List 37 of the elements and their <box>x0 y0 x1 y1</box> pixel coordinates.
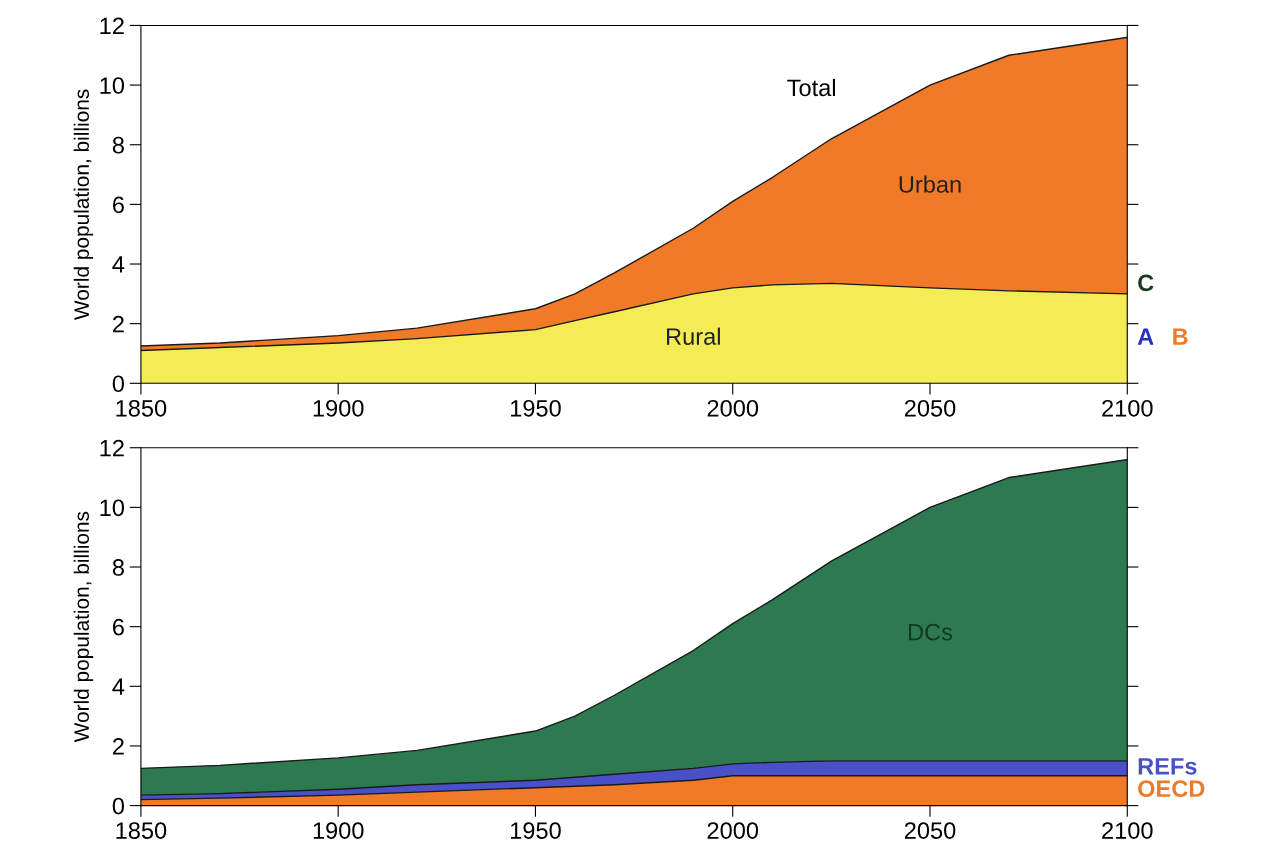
x-tick-label: 1900 <box>313 822 364 839</box>
x-tick-label: 2050 <box>904 822 956 839</box>
y-tick-label: 4 <box>112 256 125 273</box>
x-tick-label: 2100 <box>1102 822 1153 839</box>
text: B <box>1173 328 1188 345</box>
y-tick-label: 6 <box>113 196 124 214</box>
x-tick-label: 1900 <box>313 399 364 417</box>
y-tick-label: 8 <box>112 136 124 154</box>
y-tick-label: 2 <box>113 738 124 755</box>
y-tick-label: 12 <box>100 17 124 34</box>
text: C <box>1138 274 1154 292</box>
y-tick-label: 8 <box>112 559 124 576</box>
x-tick-label: 2100 <box>1102 399 1153 417</box>
series-label: OECD <box>1138 780 1205 798</box>
y-tick-label: 4 <box>112 678 125 695</box>
series-label: REFs <box>1138 758 1197 775</box>
x-tick-label: 2050 <box>904 399 956 417</box>
y-tick-label: 2 <box>113 315 124 333</box>
y-tick-label: 10 <box>100 77 125 94</box>
x-tick-label: 2000 <box>707 822 759 839</box>
series-label: Rural <box>667 327 720 345</box>
y-axis-title: World population, billions <box>73 89 94 320</box>
y-tick-label: 10 <box>100 499 125 517</box>
series-label: Urban <box>899 175 961 193</box>
text: A <box>1137 328 1154 345</box>
y-tick-label: 0 <box>112 375 125 393</box>
x-tick-label: 1950 <box>511 399 561 417</box>
x-tick-label: 1850 <box>116 822 167 839</box>
x-tick-label: 1850 <box>116 399 167 417</box>
x-tick-label: 2000 <box>707 399 759 417</box>
y-tick-label: 0 <box>112 797 125 815</box>
y-tick-label: 6 <box>113 618 124 636</box>
x-tick-label: 1950 <box>511 822 561 839</box>
series-label: DCs <box>908 623 953 641</box>
annotation: Total <box>787 78 835 97</box>
y-tick-label: 12 <box>100 439 124 457</box>
y-axis-title: World population, billions <box>73 511 94 743</box>
